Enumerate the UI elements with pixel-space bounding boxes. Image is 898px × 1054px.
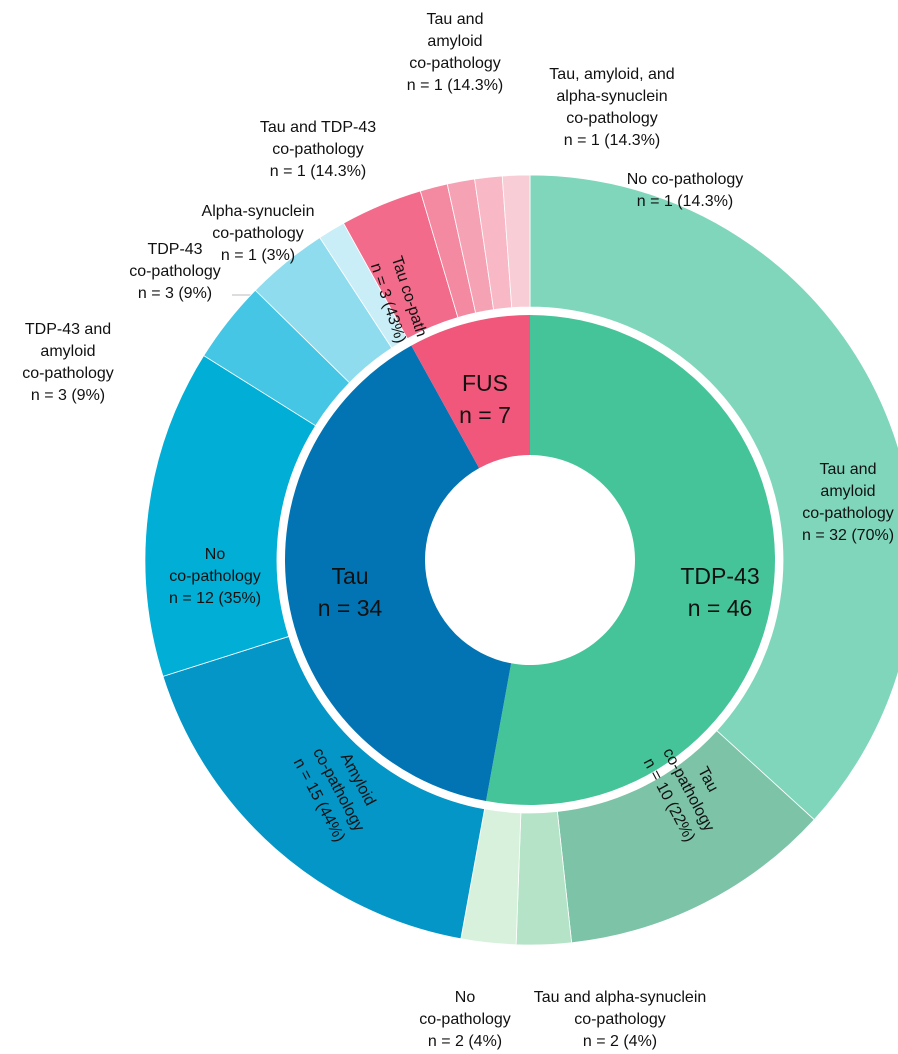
inner-segment bbox=[411, 315, 530, 469]
segment-label: Alpha-synuclein bbox=[202, 203, 315, 220]
segment-label: amyloid bbox=[820, 483, 875, 500]
group-value: n = 7 bbox=[459, 402, 511, 428]
segment-label: co-pathology bbox=[419, 1011, 511, 1028]
segment-label: Tau and TDP-43 bbox=[260, 119, 376, 136]
group-label: Tau bbox=[331, 563, 368, 589]
segment-label: amyloid bbox=[40, 343, 95, 360]
segment-value: n = 1 (14.3%) bbox=[407, 77, 504, 94]
segment-value: n = 1 (3%) bbox=[221, 247, 295, 264]
segment-label: co-pathology bbox=[129, 263, 221, 280]
segment-value: n = 2 (4%) bbox=[583, 1033, 657, 1050]
segment-label: co-pathology bbox=[566, 110, 658, 127]
segment-label: Tau and alpha-synuclein bbox=[534, 989, 707, 1006]
group-label: TDP-43 bbox=[680, 563, 759, 589]
group-value: n = 46 bbox=[688, 595, 753, 621]
segment-label: co-pathology bbox=[802, 505, 894, 522]
segment-label: Tau and bbox=[427, 11, 484, 28]
inner-segment bbox=[486, 315, 776, 805]
segment-label: Tau, amyloid, and bbox=[549, 66, 674, 83]
segment-label: co-pathology bbox=[272, 141, 364, 158]
segment-value: n = 1 (14.3%) bbox=[270, 163, 367, 180]
segment-label: No bbox=[455, 989, 476, 1006]
segment-label: co-pathology bbox=[22, 365, 114, 382]
outer-segment bbox=[529, 174, 898, 821]
segment-value: n = 12 (35%) bbox=[169, 590, 261, 607]
segment-label: co-pathology bbox=[169, 568, 261, 585]
segment-label: Tau and bbox=[820, 461, 877, 478]
segment-value: n = 3 (9%) bbox=[31, 387, 105, 404]
segment-label: TDP-43 and bbox=[25, 321, 111, 338]
segment-label: amyloid bbox=[427, 33, 482, 50]
segment-value: n = 2 (4%) bbox=[428, 1033, 502, 1050]
inner-segment bbox=[285, 345, 512, 802]
outer-segment bbox=[162, 635, 486, 940]
segment-label: alpha-synuclein bbox=[556, 88, 667, 105]
segment-value: n = 3 (9%) bbox=[138, 285, 212, 302]
segment-value: n = 32 (70%) bbox=[802, 527, 894, 544]
segment-label: co-pathology bbox=[574, 1011, 666, 1028]
segment-value: n = 1 (14.3%) bbox=[564, 132, 661, 149]
segment-label: co-pathology bbox=[409, 55, 501, 72]
segment-label: TDP-43 bbox=[147, 241, 202, 258]
segment-label: No co-pathology bbox=[627, 171, 744, 188]
segment-value: n = 1 (14.3%) bbox=[637, 193, 734, 210]
outer-segment bbox=[501, 174, 531, 309]
group-value: n = 34 bbox=[318, 595, 383, 621]
group-label: FUS bbox=[462, 370, 508, 396]
segment-label: co-pathology bbox=[212, 225, 304, 242]
segment-label: No bbox=[205, 546, 226, 563]
